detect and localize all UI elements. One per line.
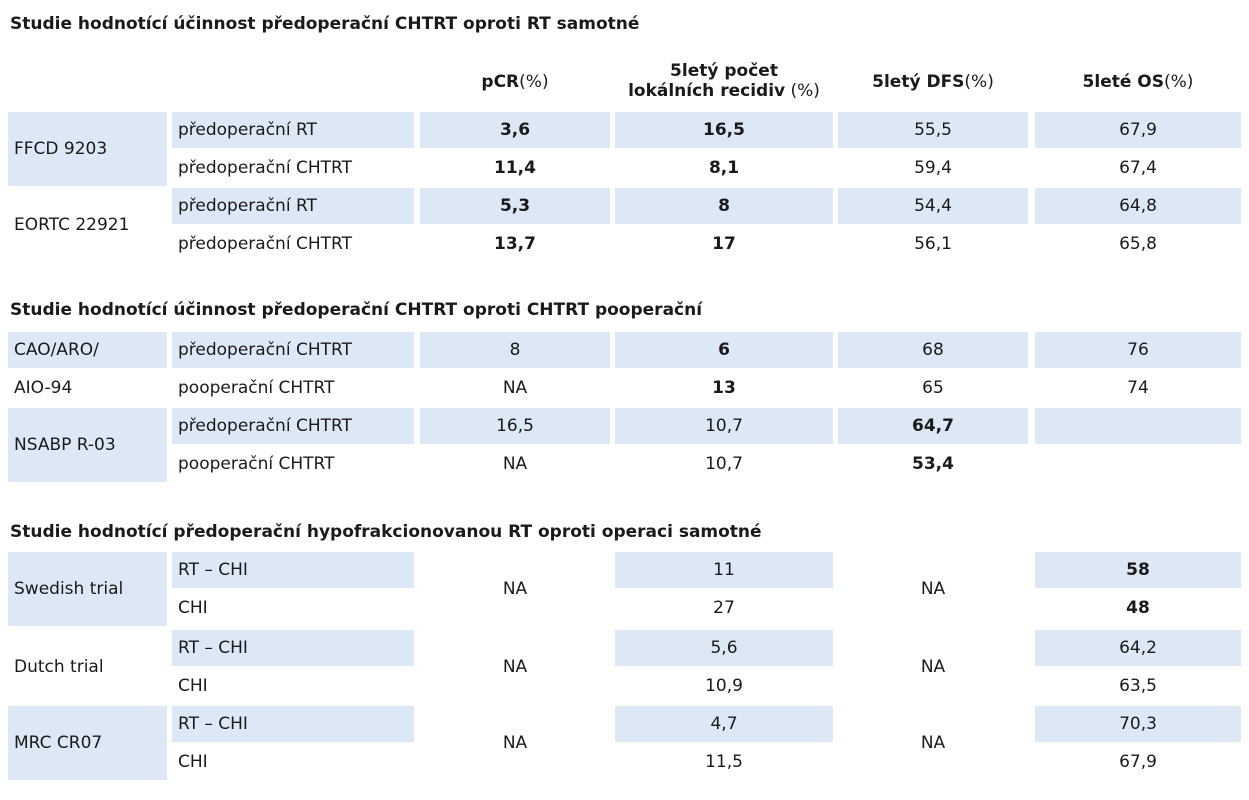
cell-local: 8,1	[708, 158, 740, 178]
study-name: EORTC 22921	[14, 215, 130, 235]
cell-pcr-merged: NA	[502, 579, 528, 599]
cell-local: 4,7	[615, 706, 833, 742]
cell-os: 65,8	[1119, 234, 1157, 254]
cell-dfs: 54,4	[838, 188, 1028, 224]
arm-label: předoperační CHTRT	[178, 234, 352, 254]
arm-label: RT – CHI	[172, 706, 414, 742]
cell-pcr: 3,6	[420, 112, 610, 148]
cell-local: 11	[615, 552, 833, 588]
section-title: Studie hodnotící účinnost předoperační C…	[10, 300, 703, 320]
arm-label: předoperační RT	[172, 188, 414, 224]
cell-os: 67,9	[1035, 112, 1241, 148]
cell-local: 16,5	[615, 112, 833, 148]
cell-local: 8	[615, 188, 833, 224]
cell-dfs-merged: NA	[920, 579, 946, 599]
section-title: Studie hodnotící předoperační hypofrakci…	[10, 522, 762, 542]
cell-pcr: NA	[502, 454, 528, 474]
cell-dfs: 64,7	[838, 408, 1028, 444]
cell-os: 76	[1035, 332, 1241, 368]
arm-label: RT – CHI	[172, 552, 414, 588]
cell-os: 63,5	[1119, 676, 1157, 696]
cell-pcr: 16,5	[420, 408, 610, 444]
arm-label: pooperační CHTRT	[178, 378, 335, 398]
cell-pcr: 11,4	[494, 158, 536, 178]
arm-label: CHI	[178, 676, 208, 696]
cell-dfs: 68	[838, 332, 1028, 368]
cell-os: 58	[1035, 552, 1241, 588]
cell-local: 10,9	[705, 676, 743, 696]
arm-label: předoperační RT	[172, 112, 414, 148]
study-name: FFCD 9203	[8, 112, 167, 186]
cell-os-empty	[1035, 408, 1241, 444]
cell-dfs-merged: NA	[920, 733, 946, 753]
cell-dfs: 53,4	[912, 454, 954, 474]
cell-os-empty	[1035, 446, 1241, 482]
column-header-dfs: 5letý DFS (%)	[872, 72, 994, 92]
cell-pcr: 5,3	[420, 188, 610, 224]
cell-local: 11,5	[705, 752, 743, 772]
cell-os: 64,8	[1035, 188, 1241, 224]
cell-pcr: 8	[420, 332, 610, 368]
cell-local: 13	[712, 378, 736, 398]
cell-local: 17	[712, 234, 736, 254]
arm-label: CHI	[178, 598, 208, 618]
cell-pcr: 13,7	[494, 234, 536, 254]
cell-os: 48	[1126, 598, 1150, 618]
study-name: CAO/ARO/	[8, 332, 167, 368]
cell-local: 5,6	[615, 630, 833, 666]
study-name: Swedish trial	[8, 552, 167, 626]
study-name: MRC CR07	[8, 706, 167, 780]
arm-label: RT – CHI	[172, 630, 414, 666]
cell-os: 67,4	[1119, 158, 1157, 178]
cell-os: 64,2	[1035, 630, 1241, 666]
cell-dfs: 65	[922, 378, 944, 398]
cell-pcr-merged: NA	[502, 657, 528, 677]
column-header-os: 5leté OS (%)	[1082, 72, 1194, 92]
cell-os: 74	[1127, 378, 1149, 398]
cell-pcr: NA	[502, 378, 528, 398]
section-title: Studie hodnotící účinnost předoperační C…	[10, 14, 640, 34]
cell-local: 6	[615, 332, 833, 368]
cell-dfs: 56,1	[914, 234, 952, 254]
cell-pcr-merged: NA	[502, 733, 528, 753]
column-header-local-recurrence: 5letý počet lokálních recidiv (%)	[628, 61, 820, 101]
arm-label: předoperační CHTRT	[172, 332, 414, 368]
study-name: Dutch trial	[14, 657, 104, 677]
study-name: NSABP R-03	[8, 408, 167, 482]
column-header-pcr: pCR (%)	[481, 72, 549, 92]
cell-os: 67,9	[1119, 752, 1157, 772]
cell-dfs-merged: NA	[920, 657, 946, 677]
cell-local: 10,7	[705, 454, 743, 474]
cell-dfs: 55,5	[838, 112, 1028, 148]
cell-dfs: 59,4	[914, 158, 952, 178]
arm-label: předoperační CHTRT	[172, 408, 414, 444]
study-name: AIO-94	[14, 378, 73, 398]
arm-label: CHI	[178, 752, 208, 772]
cell-local: 10,7	[615, 408, 833, 444]
arm-label: pooperační CHTRT	[178, 454, 335, 474]
cell-os: 70,3	[1035, 706, 1241, 742]
cell-local: 27	[713, 598, 735, 618]
arm-label: předoperační CHTRT	[178, 158, 352, 178]
